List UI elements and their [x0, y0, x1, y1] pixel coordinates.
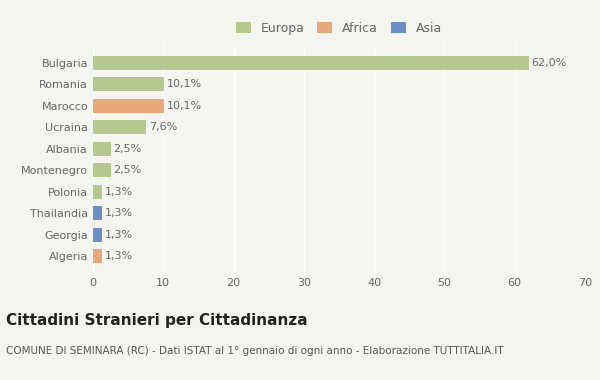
Text: 10,1%: 10,1%: [167, 79, 202, 89]
Bar: [93, 228, 102, 242]
Bar: [93, 185, 102, 199]
Bar: [93, 99, 164, 113]
Text: 62,0%: 62,0%: [532, 58, 567, 68]
Text: 2,5%: 2,5%: [113, 144, 142, 154]
Text: 1,3%: 1,3%: [105, 187, 133, 197]
Text: COMUNE DI SEMINARA (RC) - Dati ISTAT al 1° gennaio di ogni anno - Elaborazione T: COMUNE DI SEMINARA (RC) - Dati ISTAT al …: [6, 346, 503, 356]
Bar: [93, 206, 102, 220]
Text: 2,5%: 2,5%: [113, 165, 142, 175]
Legend: Europa, Africa, Asia: Europa, Africa, Asia: [233, 19, 445, 37]
Bar: [93, 163, 110, 177]
Text: 10,1%: 10,1%: [167, 101, 202, 111]
Bar: [93, 142, 110, 156]
Text: 1,3%: 1,3%: [105, 208, 133, 218]
Text: Cittadini Stranieri per Cittadinanza: Cittadini Stranieri per Cittadinanza: [6, 314, 308, 328]
Text: 1,3%: 1,3%: [105, 251, 133, 261]
Bar: [93, 120, 146, 135]
Bar: [93, 78, 164, 92]
Bar: [93, 56, 529, 70]
Text: 7,6%: 7,6%: [149, 122, 178, 132]
Bar: [93, 249, 102, 263]
Text: 1,3%: 1,3%: [105, 230, 133, 240]
